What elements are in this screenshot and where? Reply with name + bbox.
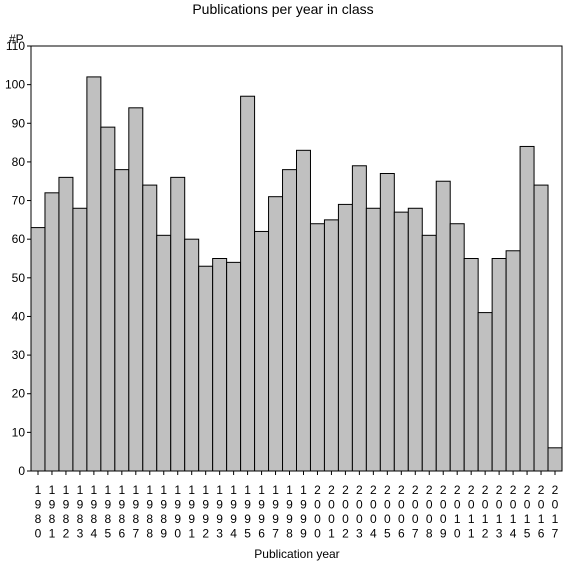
bar-1985 — [100, 126, 116, 472]
bar-1995 — [240, 95, 256, 472]
bar-1980 — [30, 227, 46, 472]
y-tick-label: 110 — [6, 39, 25, 53]
bar-2013 — [491, 258, 507, 472]
bar-1999 — [296, 149, 311, 472]
bar-2007 — [407, 207, 423, 472]
y-tick-label: 30 — [12, 348, 26, 362]
y-tick-label: 90 — [12, 116, 26, 130]
bar-2000 — [309, 223, 325, 472]
y-axis-label: #P — [9, 32, 24, 46]
y-tick-label: 100 — [5, 78, 25, 92]
bar-2010 — [449, 223, 465, 472]
bar-1987 — [128, 107, 144, 472]
bar-2001 — [323, 219, 339, 472]
y-tick-label: 50 — [12, 271, 26, 285]
y-tick-label: 40 — [12, 309, 26, 323]
bar-1981 — [44, 192, 60, 472]
bar-2016 — [533, 184, 549, 472]
y-tick-label: 70 — [12, 194, 26, 208]
bar-2011 — [463, 258, 479, 472]
bar-1982 — [58, 176, 74, 472]
x-axis-label: Publication year — [254, 547, 339, 561]
bar-2012 — [477, 312, 493, 472]
bar-2009 — [435, 180, 451, 472]
bar-1986 — [114, 169, 130, 472]
bar-2004 — [365, 207, 381, 472]
bar-1989 — [156, 234, 172, 472]
bar-1997 — [268, 196, 284, 472]
bar-2006 — [393, 211, 409, 472]
bar-2008 — [421, 234, 437, 472]
bar-1992 — [198, 265, 214, 472]
bars — [30, 76, 563, 472]
chart-title: Publications per year in class — [192, 1, 373, 17]
bar-1998 — [282, 169, 297, 472]
y-tick-label: 10 — [12, 425, 26, 439]
bar-1991 — [184, 238, 200, 472]
plot-frame — [30, 45, 563, 472]
y-axis: 0 10 20 30 40 50 60 70 80 90 100 110 — [5, 39, 31, 478]
bar-1983 — [72, 207, 88, 472]
bar-2014 — [505, 250, 521, 472]
bar-2003 — [351, 165, 367, 472]
bar-1996 — [254, 230, 270, 472]
bar-1984 — [86, 76, 102, 472]
bar-2005 — [379, 173, 395, 472]
bar-2015 — [519, 145, 535, 472]
y-tick-label: 20 — [12, 387, 26, 401]
bar-2002 — [337, 203, 353, 472]
bar-1990 — [170, 176, 186, 472]
y-tick-label: 80 — [12, 155, 26, 169]
bar-2017 — [547, 447, 563, 472]
x-axis: 1 9 8 0 1 9 8 1 1 9 8 2 1 9 8 3 1 9 8 4 1 9 8 5 1 9 8 6 1 9 8 7 1 9 8 8 1 9 8 9… — [35, 471, 559, 541]
bar-1993 — [212, 258, 228, 472]
y-tick-label: 0 — [18, 464, 25, 478]
bar-1994 — [226, 261, 242, 472]
bar-1988 — [142, 184, 158, 472]
y-tick-label: 60 — [12, 232, 26, 246]
